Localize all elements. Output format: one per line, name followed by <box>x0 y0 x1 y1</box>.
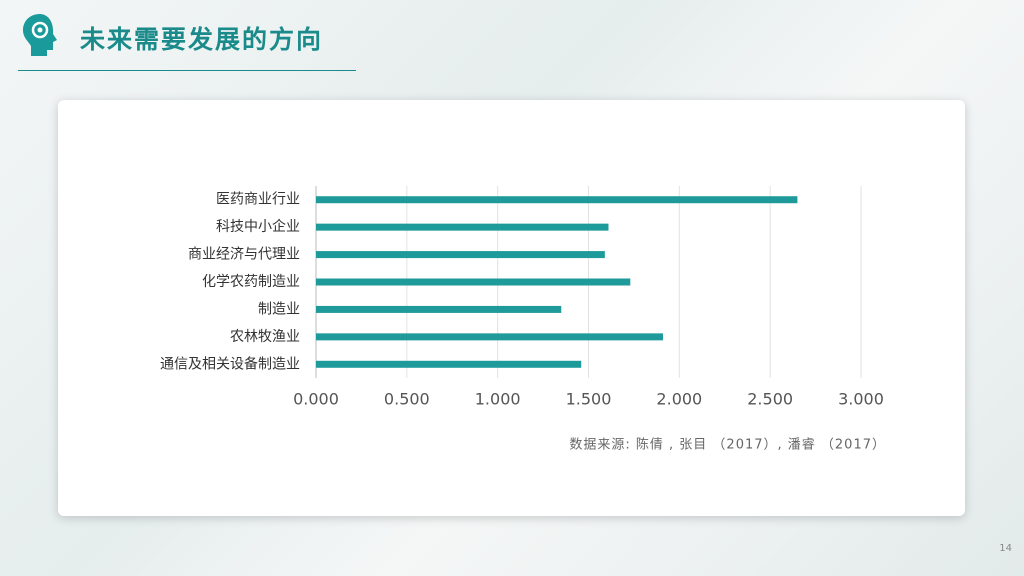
x-tick-label: 0.500 <box>384 390 430 409</box>
bar <box>316 251 605 259</box>
header-icon <box>23 14 57 56</box>
bar <box>316 278 631 286</box>
bar <box>316 333 663 341</box>
x-tick-label: 2.500 <box>747 390 793 409</box>
bar <box>316 360 582 368</box>
y-tick-label: 通信及相关设备制造业 <box>160 355 300 372</box>
bar <box>316 305 562 313</box>
x-tick-label: 0.000 <box>293 390 339 409</box>
title-rule <box>18 70 356 71</box>
y-tick-label: 化学农药制造业 <box>202 274 300 290</box>
slide-title: 未来需要发展的方向 <box>80 25 324 54</box>
x-tick-label: 3.000 <box>838 390 884 409</box>
y-tick-label: 制造业 <box>258 301 300 317</box>
y-tick-label: 科技中小企业 <box>216 218 300 235</box>
y-tick-label: 医药商业行业 <box>216 192 300 208</box>
source-note: 数据来源: 陈倩 , 张目 （2017）, 潘睿 （2017） <box>569 437 886 453</box>
bar <box>316 196 798 204</box>
y-tick-label: 农林牧渔业 <box>230 329 300 345</box>
y-tick-label: 商业经济与代理业 <box>188 247 300 263</box>
x-tick-label: 1.000 <box>475 390 521 409</box>
page-number: 14 <box>999 543 1012 554</box>
x-tick-label: 1.500 <box>566 390 612 409</box>
bar <box>316 223 609 231</box>
x-tick-label: 2.000 <box>656 390 702 409</box>
